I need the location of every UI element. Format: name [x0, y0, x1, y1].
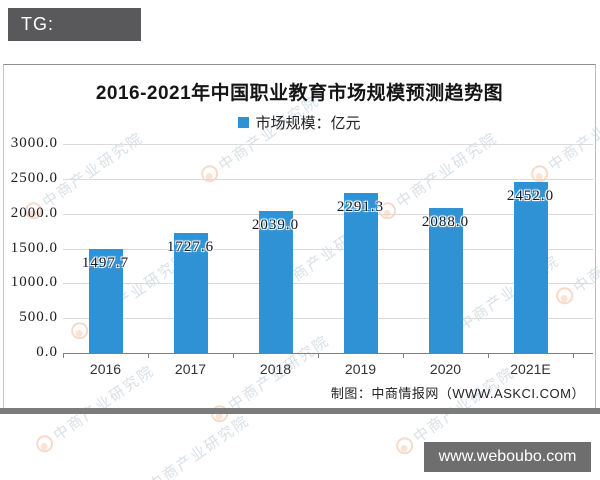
- y-tick-label: 3000.0: [10, 135, 58, 151]
- x-tick-label: 2016: [89, 361, 122, 377]
- bar-value-label: 1497.7: [81, 254, 130, 271]
- bar: [258, 210, 293, 353]
- site-badge: www.weboubo.com: [424, 442, 591, 472]
- bar-value-label: 1727.6: [166, 238, 215, 255]
- watermark-logo-icon: [392, 433, 417, 458]
- bar: [88, 248, 123, 353]
- y-tick-label: 500.0: [19, 309, 58, 326]
- x-axis-tick: [488, 353, 489, 358]
- gridline: [63, 178, 593, 180]
- bar: [428, 207, 463, 353]
- bar-value-label: 2088.0: [421, 213, 470, 230]
- y-tick-label: 1500.0: [10, 239, 58, 256]
- watermark-logo-icon: [32, 431, 57, 456]
- gridline: [63, 248, 593, 250]
- x-tick-label: 2020: [429, 361, 462, 377]
- y-tick-label: 1000.0: [10, 274, 58, 291]
- chart-frame: 2016-2021年中国职业教育市场规模预测趋势图 市场规模：亿元 0.0 500…: [3, 64, 596, 408]
- x-axis-tick: [318, 353, 319, 358]
- bar-value-label: 2291.3: [336, 199, 385, 216]
- y-tick-label: 2500.0: [10, 169, 58, 186]
- attribution-text: 制图：中商情报网（WWW.ASKCI.COM）: [330, 386, 585, 401]
- x-axis-line: [63, 353, 593, 354]
- gridline: [63, 144, 593, 145]
- gridline: [63, 318, 593, 320]
- x-axis-tick: [233, 353, 234, 358]
- x-tick-label: 2019: [344, 361, 377, 377]
- y-tick-label: 2000.0: [10, 204, 58, 221]
- tag-badge: TG: MYYJJPP: [8, 8, 141, 67]
- legend-label: 市场规模：亿元: [255, 115, 361, 132]
- watermark: 中商产业研究院: [127, 410, 254, 480]
- x-axis-tick: [403, 353, 404, 358]
- x-axis-tick: [573, 353, 574, 358]
- bar-value-label: 2039.0: [251, 216, 300, 233]
- bar: [513, 182, 548, 353]
- chart-title: 2016-2021年中国职业教育市场规模预测趋势图: [95, 83, 504, 104]
- gridline: [63, 283, 593, 285]
- bar: [173, 232, 208, 353]
- x-axis-tick: [63, 353, 64, 358]
- bar-value-label: 2452.0: [506, 188, 555, 205]
- bottom-divider: [0, 408, 600, 414]
- bar: [343, 193, 378, 353]
- legend: 市场规模：亿元: [4, 112, 595, 133]
- legend-swatch-icon: [238, 117, 250, 128]
- y-tick-label: 0.0: [36, 344, 58, 360]
- x-axis-tick: [148, 353, 149, 358]
- x-tick-label: 2018: [259, 361, 292, 377]
- watermark-text: 中商产业研究院: [145, 412, 253, 480]
- x-tick-label: 2021E: [510, 361, 551, 377]
- gridline: [63, 213, 593, 215]
- x-tick-label: 2017: [174, 361, 207, 377]
